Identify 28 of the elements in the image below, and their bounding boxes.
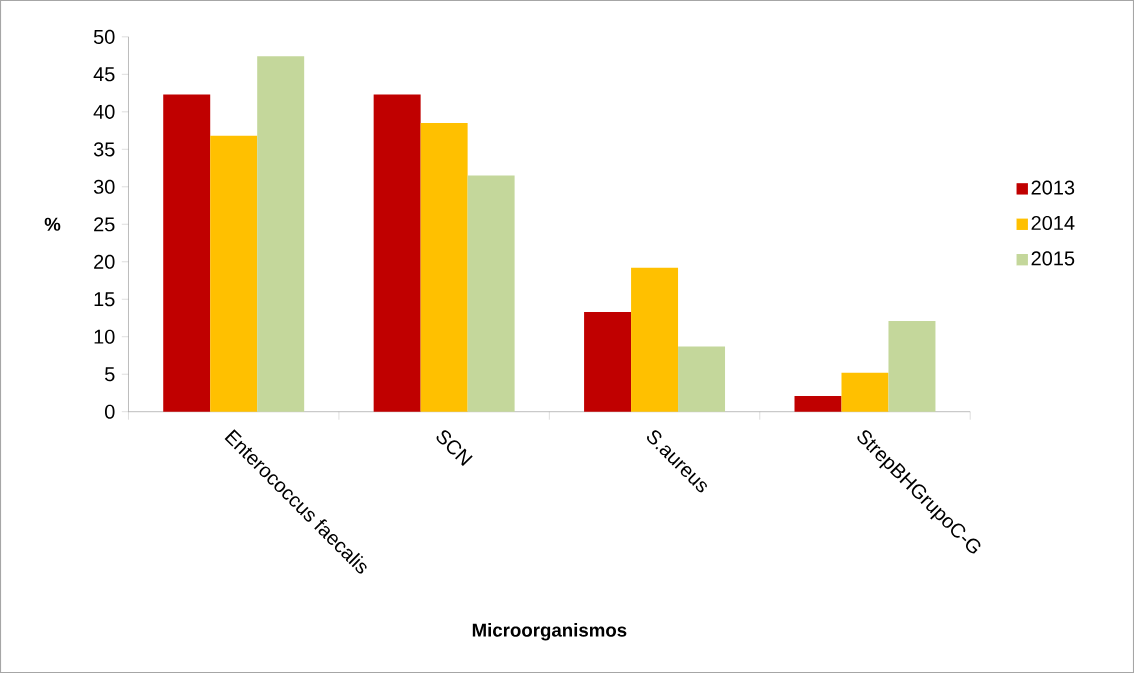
y-tick-label: 5 <box>105 367 115 382</box>
y-tick-label: 30 <box>93 179 115 194</box>
bar <box>584 311 632 412</box>
bar <box>631 267 679 412</box>
bar <box>888 320 936 412</box>
bar <box>420 122 468 412</box>
bar <box>841 372 889 412</box>
bar <box>794 395 842 412</box>
y-axis-title: % <box>44 217 61 231</box>
y-tick-label: 10 <box>94 329 115 344</box>
legend-label: 2014 <box>1031 215 1075 230</box>
y-tick-label: 45 <box>93 67 115 82</box>
legend-label: 2013 <box>1031 180 1075 195</box>
y-tick-label: 35 <box>93 142 115 157</box>
bar <box>678 346 726 412</box>
bar <box>373 94 421 412</box>
bar <box>467 175 515 412</box>
bar <box>257 56 305 412</box>
bar <box>210 135 258 412</box>
x-axis-title: Microorganismos <box>472 622 627 641</box>
y-tick-label: 25 <box>94 217 115 232</box>
y-tick-label: 15 <box>94 292 115 307</box>
y-tick-label: 0 <box>104 404 115 419</box>
bar <box>163 94 211 412</box>
legend-label: 2015 <box>1031 251 1075 266</box>
y-tick-label: 20 <box>94 254 115 269</box>
y-tick-label: 50 <box>93 29 115 44</box>
y-tick-label: 40 <box>93 104 115 119</box>
